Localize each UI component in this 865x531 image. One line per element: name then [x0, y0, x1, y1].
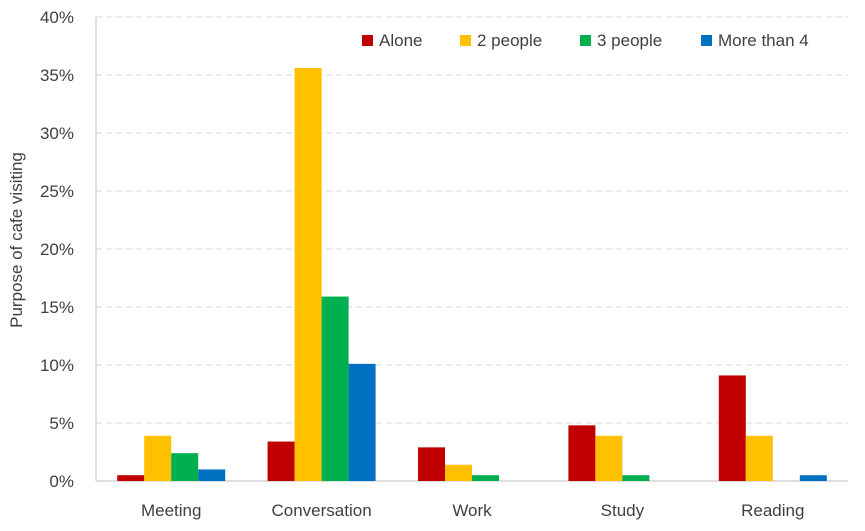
legend-label: 2 people [477, 31, 542, 50]
bar-3-people-meeting [171, 453, 199, 481]
bar-alone-reading [718, 375, 746, 481]
y-tick-label: 35% [40, 66, 74, 85]
x-tick-label: Reading [741, 501, 804, 520]
bar-3-people-study [622, 475, 650, 481]
legend-swatch-0 [362, 35, 373, 46]
y-tick-label: 5% [49, 414, 74, 433]
legend-swatch-1 [460, 35, 471, 46]
bar-more-than-4-meeting [198, 469, 226, 481]
x-tick-label: Work [452, 501, 492, 520]
y-tick-label: 30% [40, 124, 74, 143]
y-tick-label: 15% [40, 298, 74, 317]
y-tick-label: 40% [40, 8, 74, 27]
y-tick-label: 0% [49, 472, 74, 491]
x-tick-label: Meeting [141, 501, 201, 520]
legend-swatch-3 [701, 35, 712, 46]
bar-2-people-work [445, 464, 472, 481]
legend: Alone 2 people 3 people More than 4 [362, 31, 809, 50]
x-tick-label: Conversation [272, 501, 372, 520]
legend-swatch-2 [580, 35, 591, 46]
bar-3-people-work [472, 475, 499, 481]
y-axis-label: Purpose of cafe visiting [7, 152, 26, 328]
bar-2-people-study [595, 435, 623, 481]
bar-2-people-reading [745, 435, 773, 481]
bar-more-than-4-conversation [348, 363, 376, 481]
legend-label: More than 4 [718, 31, 809, 50]
legend-label: Alone [379, 31, 422, 50]
y-tick-label: 25% [40, 182, 74, 201]
bars [117, 68, 827, 481]
x-tick-label: Study [601, 501, 645, 520]
y-tick-label: 10% [40, 356, 74, 375]
bar-more-than-4-reading [799, 475, 827, 481]
bar-alone-conversation [267, 441, 295, 481]
legend-label: 3 people [597, 31, 662, 50]
bar-alone-study [568, 425, 596, 481]
bar-alone-meeting [117, 475, 145, 481]
bar-2-people-meeting [144, 435, 172, 481]
bar-2-people-conversation [294, 68, 322, 481]
bar-alone-work [418, 447, 445, 481]
bar-3-people-conversation [321, 296, 349, 481]
y-tick-label: 20% [40, 240, 74, 259]
tick-labels: 0% 5% 10% 15% 20% 25% 30% 35% 40% Meeting Conversa… [40, 8, 804, 520]
gridlines [96, 16, 848, 424]
